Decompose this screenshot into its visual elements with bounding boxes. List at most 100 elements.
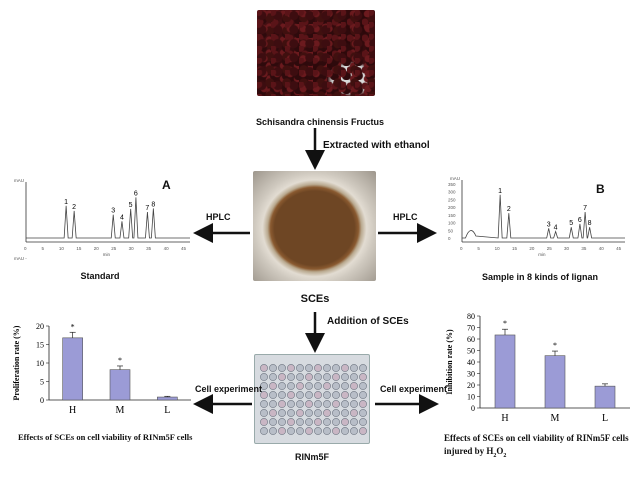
hplc-peak-label: 3 [547,221,551,228]
bar-y-tick: 5 [40,378,44,387]
plate-well [332,373,340,381]
hplc-peak-label: 5 [569,220,573,227]
hplc-y-tick: 200 [448,205,456,210]
hplc-x-tick: 25 [111,246,117,251]
plate-well [287,382,295,390]
plate-well [269,427,277,435]
bar-y-tick: 30 [467,370,475,379]
bar-category-M: M [116,405,125,416]
schisandra-fruit-photo [257,10,375,96]
step-addition-label: Addition of SCEs [327,316,409,327]
plate-well [296,382,304,390]
plate-well [323,373,331,381]
bar-significance-H: * [71,322,75,331]
hplc-x-tick: 15 [512,246,518,251]
plate-well [287,427,295,435]
cell-right-label: Cell experiment [380,384,448,394]
hplc-peak-label: 4 [554,225,558,232]
inhibition-bar-chart: 0 10 20 30 40 50 60 70 80 * H * M L Inhibition rate (%… [445,312,630,424]
plate-well [287,409,295,417]
hplc-peak-label: 8 [588,220,592,227]
plate-well [296,364,304,372]
plate-well [296,409,304,417]
bar-H [494,334,516,409]
bar-category-L: L [602,413,608,424]
plate-well [269,418,277,426]
plate-well [323,409,331,417]
bar-significance-H: * [503,319,507,328]
hplc-y-tick: 250 [448,197,456,202]
plate-well [314,409,322,417]
plate-well [296,418,304,426]
plate-well [305,418,313,426]
hplc-x-tick: 5 [41,246,44,251]
hplc-left-label: HPLC [206,212,231,222]
plate-well [287,391,295,399]
hplc-x-tick: 10 [59,246,65,251]
sces-powder-photo [253,171,376,281]
hplc-x-tick: 10 [495,246,501,251]
plate-well [260,391,268,399]
hplc-right-letter: B [596,182,605,196]
bar-M [544,355,566,409]
plate-well [278,427,286,435]
proliferation-bar-chart: 0 5 10 15 20 * H * M L Proliferation rate (%) [12,322,191,416]
hplc-peak-label: 5 [129,202,133,209]
plate-well [323,418,331,426]
bar-y-tick: 0 [40,396,44,405]
hplc-trace [462,194,625,239]
plate-well [314,391,322,399]
plate-well [260,418,268,426]
plate-well [359,427,367,435]
bar-significance-M: * [553,341,557,350]
bar-category-L: L [164,405,170,416]
plate-well [341,364,349,372]
bar-y-tick: 10 [36,359,44,368]
plate-well [287,373,295,381]
hplc-x-tick: 0 [460,246,463,251]
hplc-x-tick: 45 [181,246,187,251]
plate-well [323,364,331,372]
bar-y-label: Inhibition rate (%) [445,329,454,395]
hplc-y-tick: 300 [448,190,456,195]
bar-L [157,396,178,401]
plate-well [341,391,349,399]
plate-well [332,400,340,408]
plate-well [350,400,358,408]
hplc-peak-label: 2 [72,204,76,211]
hplc-left-caption: Standard [80,271,120,281]
plate-well [260,427,268,435]
plate-well [341,409,349,417]
plate-well [305,391,313,399]
plate-well [305,427,313,435]
bar-category-H: H [501,413,508,424]
plate-well [359,364,367,372]
hplc-y-unit: mAU [14,178,24,183]
bar-L [594,385,616,409]
plate-well [296,391,304,399]
plate-well [278,400,286,408]
plate-well [287,364,295,372]
plate-well [359,400,367,408]
hplc-y-unit: mAU [450,176,460,181]
plate-well [296,373,304,381]
plate-well [305,382,313,390]
plate-well [269,409,277,417]
plate-well [314,382,322,390]
hplc-peak-label: 4 [120,214,124,221]
hplc-x-tick: 20 [94,246,100,251]
plate-well [341,373,349,381]
bar-M [109,369,131,401]
hplc-peak-label: 6 [134,190,138,197]
plate-well [260,373,268,381]
bar-left-caption: Effects of SCEs on cell viability of RIN… [18,432,193,442]
plate-well [332,382,340,390]
plate-well [332,364,340,372]
plate-well [332,418,340,426]
plate-well [287,400,295,408]
plate-well [260,364,268,372]
plate-well [278,391,286,399]
plate-well [296,400,304,408]
